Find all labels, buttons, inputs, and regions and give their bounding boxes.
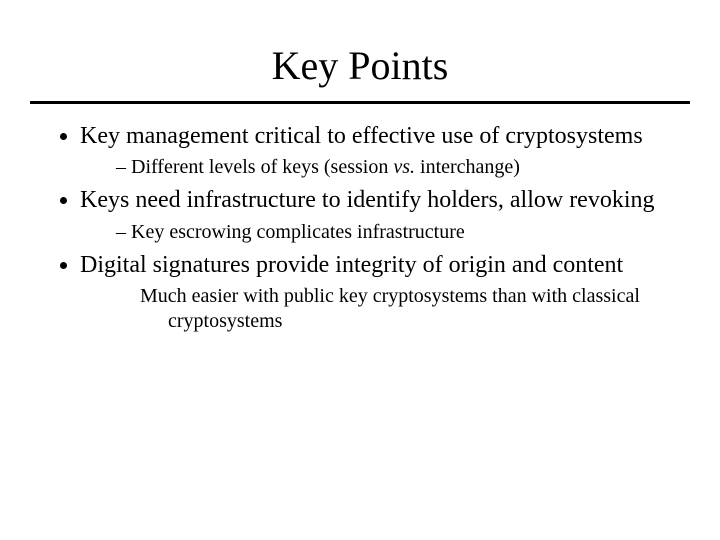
bullet-3-note: Much easier with public key cryptosystem…: [140, 284, 690, 334]
bullet-1-sub-1-vs: vs.: [393, 156, 415, 178]
bullet-1-sub-1: Different levels of keys (session vs. in…: [116, 155, 690, 180]
bullet-1-text: Key management critical to effective use…: [80, 123, 643, 149]
bullet-1: Key management critical to effective use…: [80, 122, 690, 180]
bullet-2-sublist: Key escrowing complicates infrastructure: [80, 220, 690, 245]
bullet-2: Keys need infrastructure to identify hol…: [80, 186, 690, 244]
slide-content: Key management critical to effective use…: [30, 122, 690, 334]
bullet-2-sub-1: Key escrowing complicates infrastructure: [116, 220, 690, 245]
bullet-3-text: Digital signatures provide integrity of …: [80, 252, 623, 278]
bullet-2-text: Keys need infrastructure to identify hol…: [80, 187, 655, 213]
bullet-1-sublist: Different levels of keys (session vs. in…: [80, 155, 690, 180]
slide: Key Points Key management critical to ef…: [0, 42, 720, 540]
bullet-1-sub-1-post: interchange): [415, 156, 520, 178]
title-divider: [30, 101, 690, 104]
bullet-3: Digital signatures provide integrity of …: [80, 251, 690, 334]
bullet-list: Key management critical to effective use…: [30, 122, 690, 334]
slide-title: Key Points: [0, 42, 720, 89]
bullet-2-sub-1-text: Key escrowing complicates infrastructure: [131, 221, 465, 243]
bullet-1-sub-1-pre: Different levels of keys (session: [131, 156, 393, 178]
